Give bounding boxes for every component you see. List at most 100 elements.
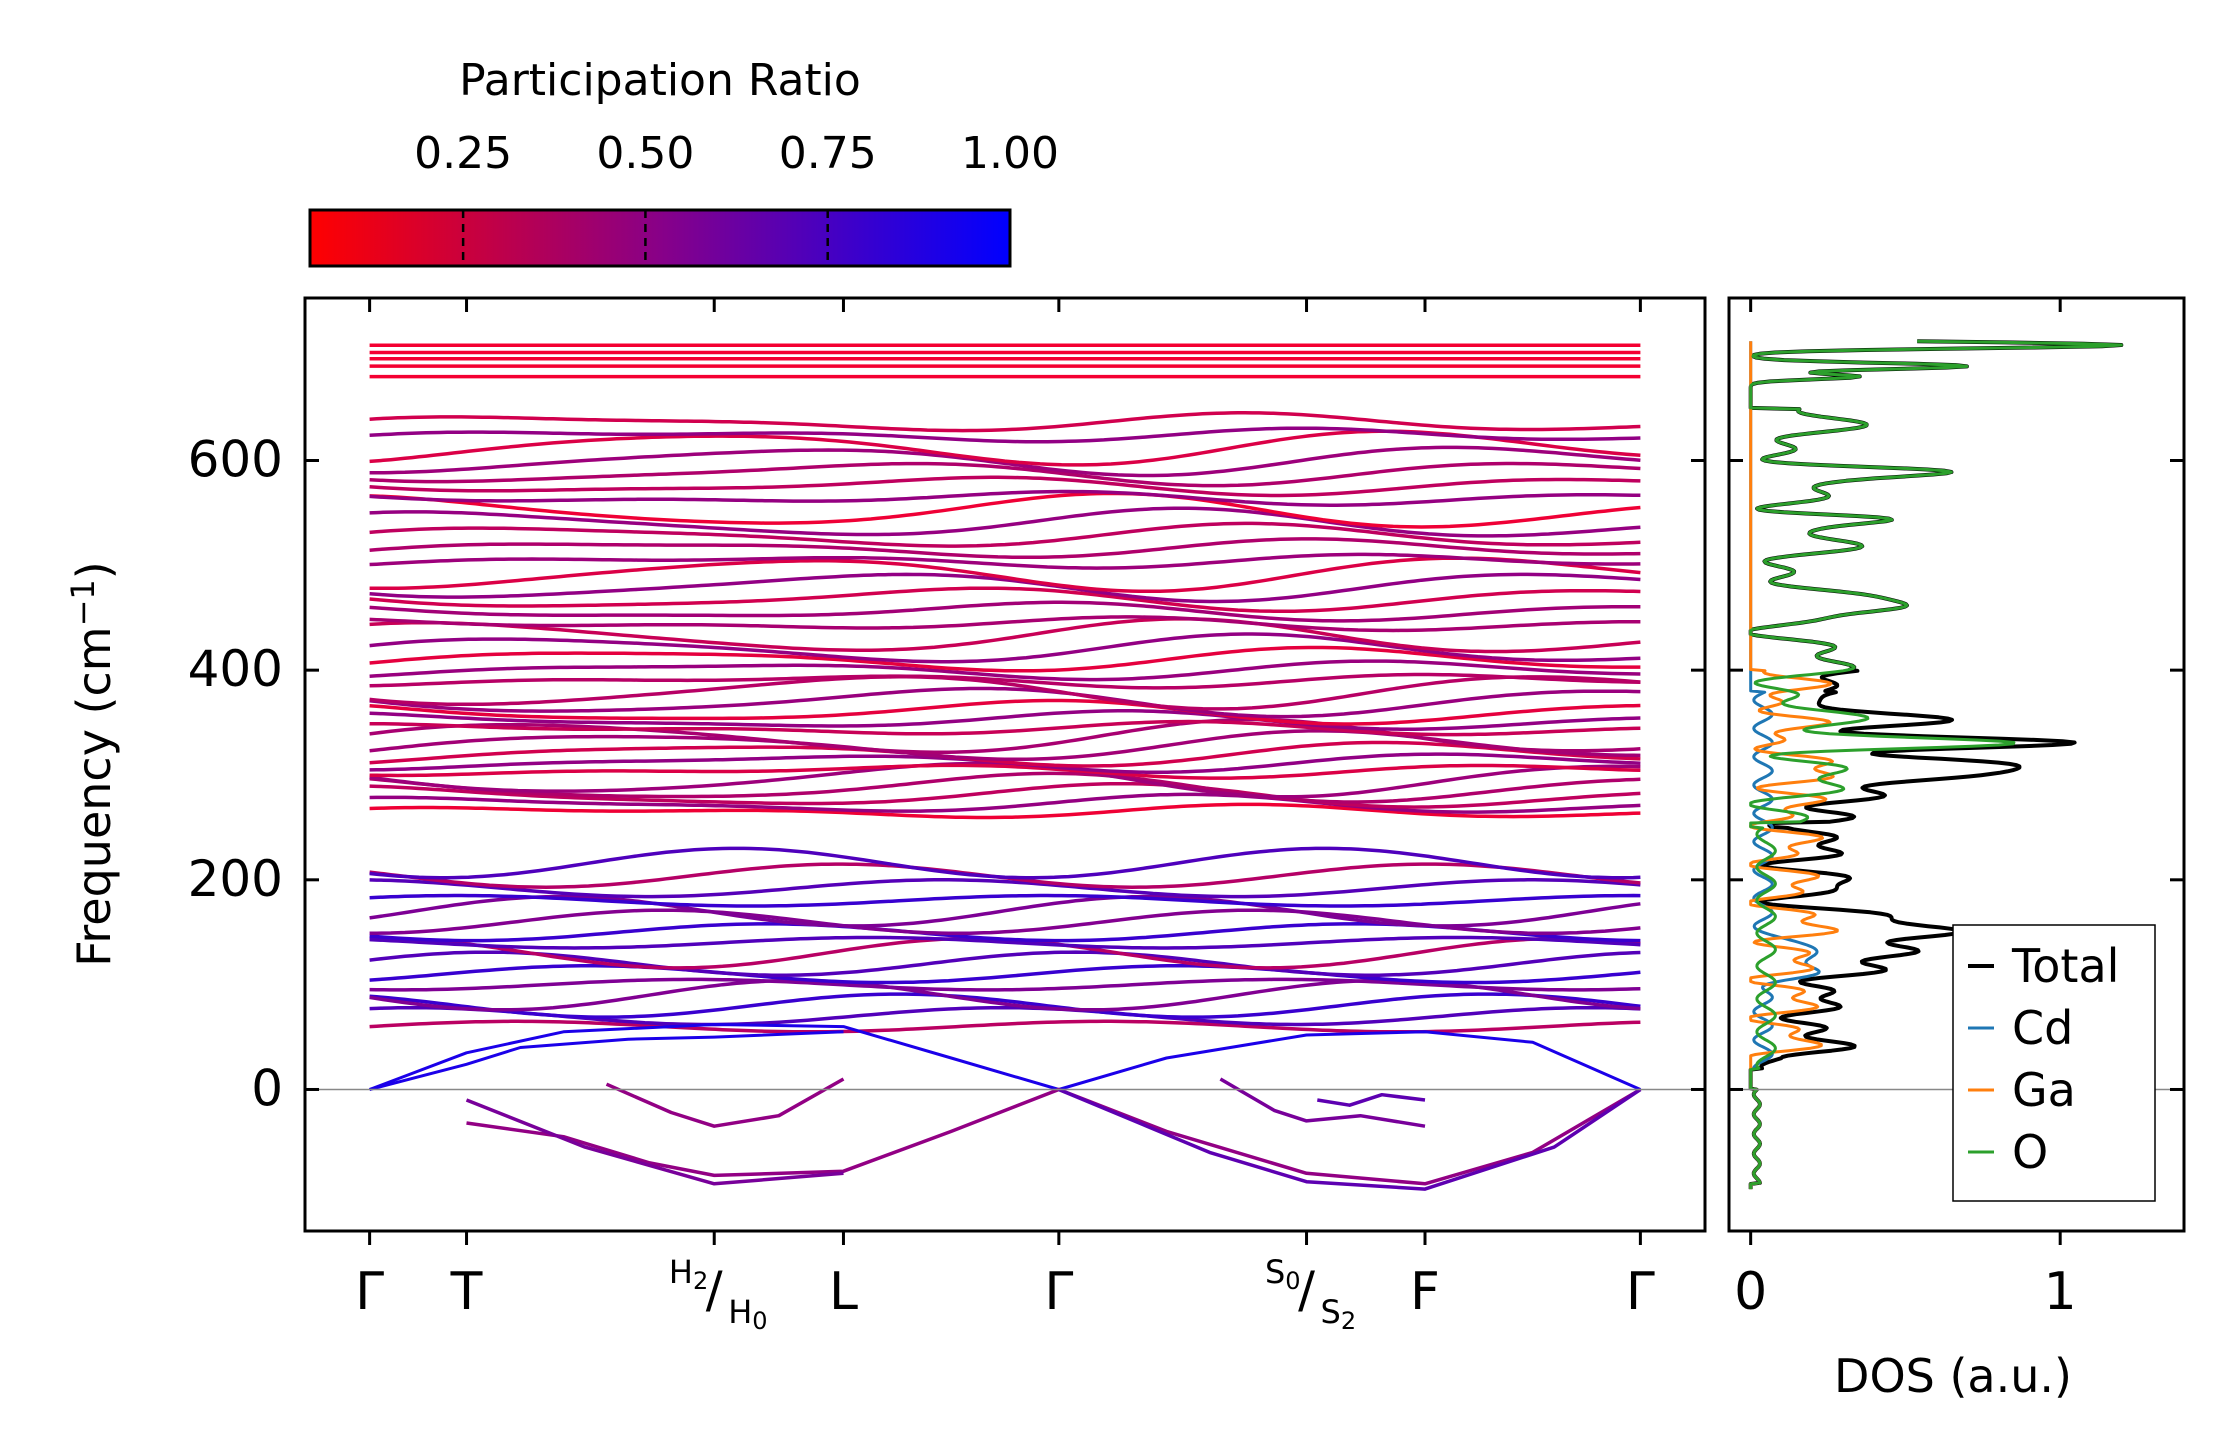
band-line (369, 475, 1641, 498)
band-line (369, 537, 1641, 560)
k-point-slash: / (1298, 1261, 1315, 1319)
band-line (369, 709, 1641, 731)
y-tick-label: 600 (188, 430, 283, 488)
k-point-label-lower: S2 (1321, 1293, 1357, 1335)
imaginary-mode (1317, 1092, 1426, 1107)
band-line (369, 617, 1641, 654)
band-line (369, 781, 1641, 809)
y-tick-label: 400 (188, 640, 283, 698)
acoustic-branch (1058, 1030, 1642, 1091)
colorbar-ticks: 0.25 0.50 0.75 1.00 (414, 128, 1059, 266)
band-line (369, 740, 1641, 768)
band-line (369, 426, 1641, 444)
band-line (369, 489, 1641, 507)
y-axis-label: Frequency (cm−1) (64, 561, 121, 966)
band-line (369, 686, 1641, 719)
band-line (369, 719, 1641, 737)
k-point-label: Γ (355, 1262, 384, 1322)
band-lines (305, 343, 1705, 1191)
band-line (369, 556, 1641, 594)
colorbar-tick-label: 0.50 (596, 128, 694, 179)
legend-label-ga: Ga (2012, 1063, 2076, 1117)
dos-legend: Total Cd Ga O (1952, 924, 2156, 1202)
k-point-label-upper: S0 (1265, 1253, 1301, 1295)
imaginary-mode (1058, 1087, 1642, 1191)
band-line (369, 506, 1641, 538)
legend-label-cd: Cd (2012, 1001, 2073, 1055)
band-line (369, 491, 1641, 529)
band-line (369, 698, 1641, 726)
k-point-lower-sub: 0 (752, 1307, 767, 1335)
band-line (369, 893, 1641, 908)
band-line (369, 672, 1641, 690)
k-point-label: Γ (1044, 1262, 1073, 1322)
k-point-label-lower: H0 (728, 1293, 767, 1335)
band-line (369, 977, 1641, 992)
band-line (369, 600, 1641, 623)
band-line (369, 572, 1641, 604)
band-line (369, 659, 1641, 682)
acoustic-branch (369, 1030, 844, 1091)
band-line (369, 763, 1641, 780)
dos-x-tick-label: 0 (1734, 1262, 1767, 1322)
k-point-label-upper: H2 (669, 1253, 708, 1295)
band-line (369, 992, 1641, 1019)
k-point-upper-sub: 2 (693, 1267, 708, 1295)
colorbar-tick-label: 0.75 (779, 128, 877, 179)
colorbar: Participation Ratio 0.25 0.50 0.75 1.00 (308, 55, 1059, 268)
y-tick-label: 200 (188, 850, 283, 908)
band-line (369, 908, 1641, 936)
band-line (369, 894, 1641, 928)
band-line (369, 615, 1641, 633)
dos-curve-cd (1749, 340, 1821, 1190)
acoustic-branch (369, 1023, 1060, 1091)
band-line (369, 950, 1641, 977)
band-line (369, 792, 1641, 814)
k-point-label: L (829, 1262, 858, 1322)
dos-lines (1729, 339, 2184, 1190)
legend-box (1952, 924, 2156, 1202)
band-line (369, 846, 1641, 880)
band-line (369, 521, 1641, 548)
k-point-label: T (450, 1262, 483, 1322)
k-point-slash: / (706, 1261, 723, 1319)
dos-curve-ga (1749, 340, 1839, 1190)
band-line (369, 878, 1641, 899)
band-line (369, 802, 1641, 820)
colorbar-tick-label: 1.00 (961, 128, 1059, 179)
band-line (369, 964, 1641, 985)
k-point-lower-letter: H (728, 1293, 752, 1331)
k-point-label: F (1410, 1262, 1440, 1322)
band-line (369, 632, 1641, 664)
band-line (369, 675, 1641, 711)
y-axis-label-main: Frequency (cm (67, 626, 121, 966)
band-line (369, 461, 1641, 488)
k-point-lower-sub: 2 (1341, 1307, 1356, 1335)
k-point-lower-letter: S (1321, 1293, 1341, 1331)
k-point-upper-letter: S (1265, 1253, 1285, 1291)
imaginary-mode (465, 1098, 844, 1186)
band-line (369, 445, 1641, 478)
k-point-upper-sub: 0 (1285, 1267, 1300, 1295)
legend-label-o: O (2012, 1125, 2048, 1179)
k-point-upper-letter: H (669, 1253, 693, 1291)
band-line (369, 586, 1641, 614)
band-line (369, 717, 1641, 754)
dos-curve-o (1749, 339, 2123, 1190)
dos-x-axis-label: DOS (a.u.) (1834, 1349, 2072, 1403)
dos-axes-frame (1727, 296, 2186, 1233)
band-line (369, 771, 1641, 804)
band-line (369, 1019, 1641, 1034)
colorbar-gradient (308, 208, 1012, 268)
band-line (369, 552, 1641, 570)
y-tick-label: 0 (251, 1059, 283, 1117)
band-axes-frame (303, 296, 1707, 1233)
band-line (369, 645, 1641, 673)
y-axis-label-sup: −1 (64, 579, 102, 626)
band-line (369, 411, 1641, 433)
imaginary-mode (1219, 1077, 1426, 1128)
colorbar-label: Participation Ratio (459, 55, 861, 106)
